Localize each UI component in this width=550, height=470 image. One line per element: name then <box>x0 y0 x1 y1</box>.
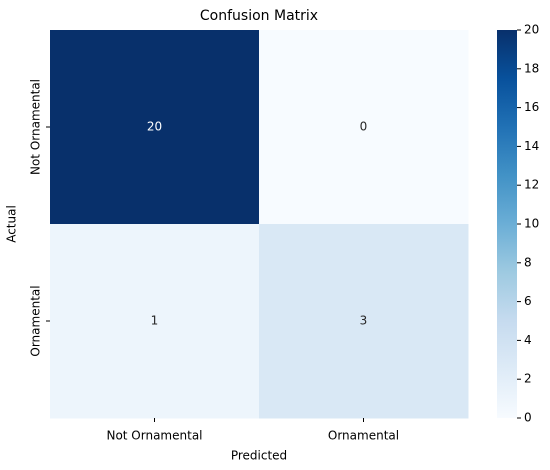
heatmap-cell <box>259 224 469 419</box>
y-axis-label: Actual <box>5 205 19 243</box>
cell-label: 1 <box>151 314 159 328</box>
y-tick-label: Not Ornamental <box>29 79 43 175</box>
cell-label: 3 <box>360 314 368 328</box>
colorbar-tick-label: 16 <box>524 100 539 114</box>
colorbar-tick-label: 4 <box>524 333 532 347</box>
cell-label: 20 <box>147 120 162 134</box>
colorbar-tick-label: 0 <box>524 411 532 425</box>
x-axis-label: Predicted <box>231 449 287 463</box>
x-tick-label: Ornamental <box>328 429 399 443</box>
heatmap-cell <box>50 30 260 225</box>
colorbar-tick-label: 8 <box>524 255 532 269</box>
heatmap-cell <box>50 224 260 419</box>
colorbar <box>497 30 517 418</box>
colorbar-tick-label: 12 <box>524 178 539 192</box>
chart-title: Confusion Matrix <box>200 8 318 24</box>
colorbar-tick-label: 18 <box>524 61 539 75</box>
heatmap-cell <box>259 30 469 225</box>
colorbar-tick-label: 14 <box>524 139 539 153</box>
colorbar-tick-label: 2 <box>524 372 532 386</box>
colorbar-tick-label: 6 <box>524 294 532 308</box>
cell-label: 0 <box>360 120 368 134</box>
colorbar-tick-label: 20 <box>524 23 539 37</box>
colorbar-tick-label: 10 <box>524 217 539 231</box>
y-tick-label: Ornamental <box>29 285 43 356</box>
x-tick-label: Not Ornamental <box>106 429 202 443</box>
